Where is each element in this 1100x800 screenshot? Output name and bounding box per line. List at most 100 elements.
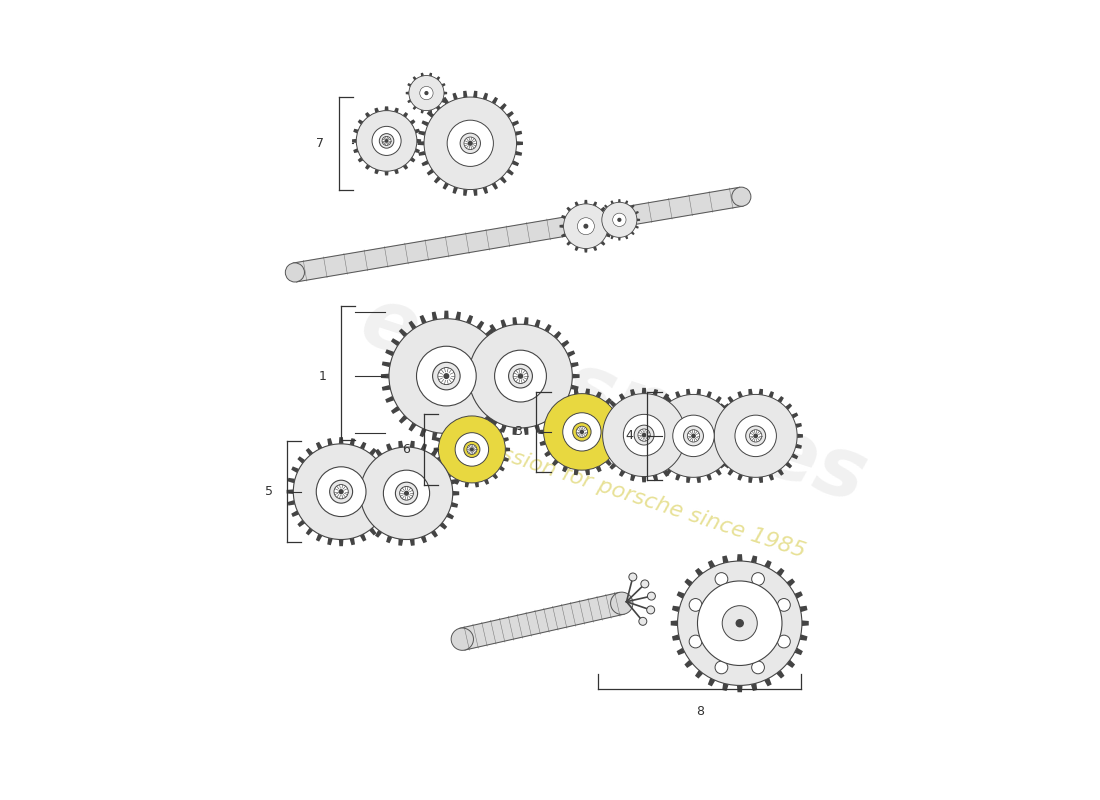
Circle shape: [543, 394, 620, 470]
Polygon shape: [613, 450, 619, 457]
Circle shape: [673, 415, 714, 457]
Polygon shape: [359, 467, 366, 474]
Polygon shape: [506, 111, 514, 118]
Circle shape: [438, 367, 455, 385]
Polygon shape: [504, 457, 509, 462]
Polygon shape: [316, 534, 322, 542]
Polygon shape: [499, 466, 505, 471]
Polygon shape: [706, 474, 712, 481]
Polygon shape: [439, 466, 444, 471]
Polygon shape: [562, 391, 568, 398]
Polygon shape: [383, 466, 390, 473]
Polygon shape: [490, 324, 496, 332]
Polygon shape: [441, 99, 446, 103]
Polygon shape: [451, 502, 458, 508]
Polygon shape: [473, 189, 477, 196]
Polygon shape: [297, 456, 305, 464]
Polygon shape: [715, 469, 722, 476]
Polygon shape: [480, 331, 487, 339]
Polygon shape: [476, 422, 484, 431]
Polygon shape: [608, 225, 613, 228]
Polygon shape: [403, 164, 408, 170]
Polygon shape: [374, 169, 379, 174]
Text: 8: 8: [696, 705, 704, 718]
Circle shape: [379, 134, 394, 148]
Polygon shape: [406, 91, 409, 94]
Polygon shape: [513, 317, 517, 325]
Polygon shape: [598, 218, 602, 221]
Polygon shape: [672, 634, 680, 641]
Polygon shape: [748, 389, 752, 395]
Circle shape: [420, 86, 433, 100]
Text: 1: 1: [319, 370, 327, 382]
Polygon shape: [394, 169, 399, 174]
Polygon shape: [504, 437, 509, 442]
Polygon shape: [683, 444, 690, 449]
Polygon shape: [466, 315, 473, 324]
Circle shape: [573, 422, 591, 441]
Polygon shape: [389, 490, 396, 494]
Polygon shape: [484, 479, 490, 485]
Polygon shape: [409, 539, 415, 546]
Polygon shape: [454, 414, 460, 420]
Circle shape: [754, 434, 757, 438]
Circle shape: [466, 445, 477, 454]
Circle shape: [578, 218, 594, 234]
Polygon shape: [408, 321, 417, 330]
Polygon shape: [561, 405, 570, 412]
Polygon shape: [572, 374, 580, 378]
Polygon shape: [566, 395, 575, 402]
Polygon shape: [651, 454, 658, 459]
Polygon shape: [544, 450, 551, 457]
Polygon shape: [715, 396, 722, 403]
Polygon shape: [287, 500, 295, 506]
Polygon shape: [618, 199, 620, 202]
Polygon shape: [571, 385, 579, 390]
Polygon shape: [675, 391, 681, 398]
Polygon shape: [618, 418, 625, 423]
Polygon shape: [574, 389, 579, 394]
Polygon shape: [492, 182, 498, 190]
Polygon shape: [493, 474, 498, 479]
Circle shape: [439, 416, 505, 483]
Polygon shape: [729, 454, 736, 459]
Polygon shape: [360, 442, 366, 450]
Circle shape: [513, 369, 528, 383]
Polygon shape: [355, 479, 362, 485]
Polygon shape: [618, 441, 625, 446]
Polygon shape: [517, 142, 522, 146]
Polygon shape: [375, 530, 382, 538]
Polygon shape: [598, 421, 605, 426]
Polygon shape: [431, 311, 438, 320]
Polygon shape: [492, 97, 498, 104]
Polygon shape: [427, 111, 434, 118]
Polygon shape: [421, 120, 429, 126]
Polygon shape: [386, 536, 393, 543]
Polygon shape: [635, 211, 639, 214]
Polygon shape: [353, 148, 359, 153]
Polygon shape: [493, 419, 498, 426]
Polygon shape: [585, 389, 590, 394]
Circle shape: [424, 97, 517, 190]
Circle shape: [339, 490, 343, 494]
Polygon shape: [465, 482, 469, 487]
Polygon shape: [484, 414, 490, 420]
Polygon shape: [454, 479, 460, 485]
Text: eurospares: eurospares: [351, 280, 877, 520]
Polygon shape: [751, 555, 757, 563]
Polygon shape: [490, 420, 496, 428]
Circle shape: [444, 374, 449, 378]
Polygon shape: [493, 338, 502, 346]
Circle shape: [735, 415, 777, 457]
Circle shape: [584, 225, 587, 228]
Circle shape: [642, 434, 646, 437]
Polygon shape: [385, 350, 394, 356]
Polygon shape: [560, 225, 563, 228]
Polygon shape: [452, 186, 458, 194]
Circle shape: [732, 187, 751, 206]
Polygon shape: [383, 510, 390, 517]
Polygon shape: [499, 176, 507, 183]
Polygon shape: [695, 670, 703, 678]
Polygon shape: [561, 234, 565, 238]
Polygon shape: [455, 432, 461, 441]
